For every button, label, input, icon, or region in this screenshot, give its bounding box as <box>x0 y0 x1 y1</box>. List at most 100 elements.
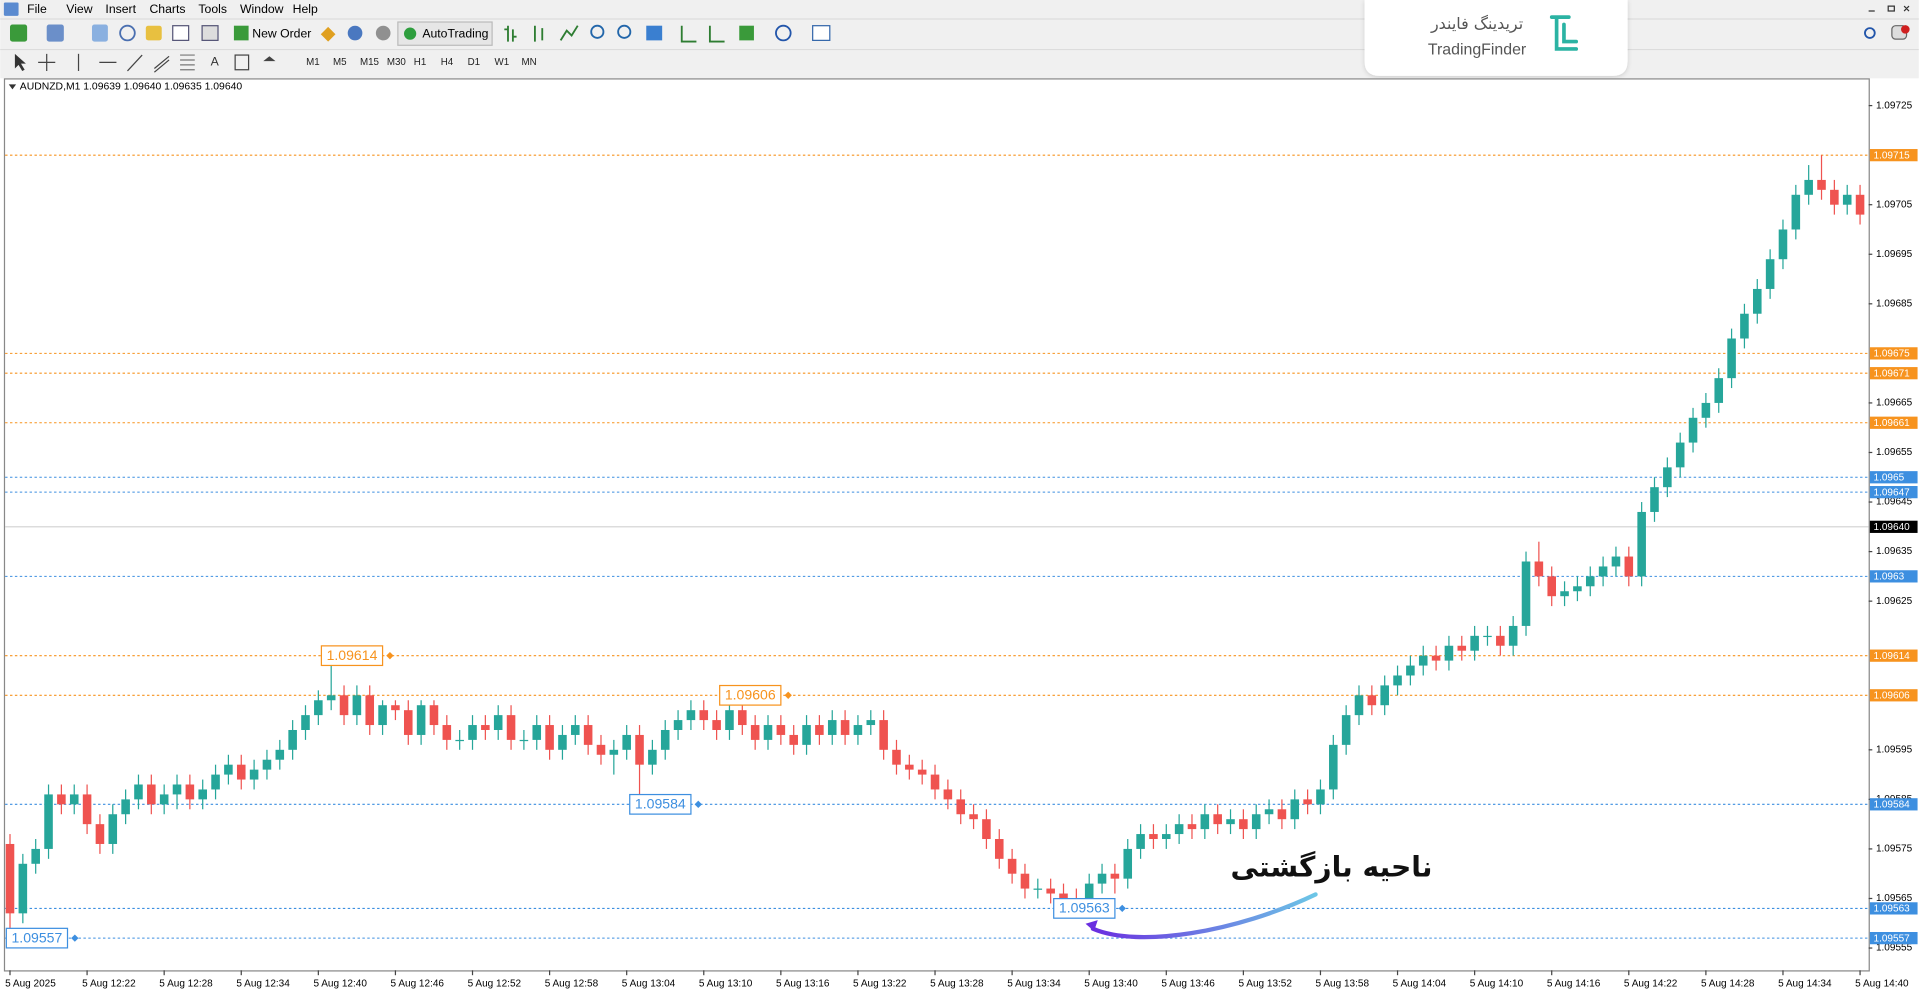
candle-body <box>609 749 619 755</box>
candle-chart-button[interactable] <box>533 25 544 42</box>
window-controls[interactable] <box>1868 5 1910 12</box>
candle-body <box>789 734 798 745</box>
candle-body <box>1059 893 1068 899</box>
shapes-button[interactable] <box>263 56 276 62</box>
trendline-button[interactable] <box>127 54 143 72</box>
navigator-button[interactable] <box>119 24 136 42</box>
periods-button[interactable] <box>775 24 792 42</box>
timeframe-button[interactable]: MN <box>521 57 536 68</box>
candle-body <box>532 725 542 740</box>
level-axis-label: 1.09661 <box>1874 418 1911 429</box>
candle-body <box>1303 799 1312 805</box>
candle-body <box>378 705 387 726</box>
chart-shift-button[interactable] <box>708 25 725 43</box>
y-tick-label: 1.09625 <box>1876 596 1913 607</box>
candle-body <box>1855 194 1865 215</box>
timeframe-button[interactable]: M15 <box>360 57 380 68</box>
candle-body <box>699 710 709 721</box>
profiles-button[interactable] <box>46 24 64 42</box>
timeframe-button[interactable]: D1 <box>468 57 480 68</box>
terminal-button[interactable] <box>172 25 190 41</box>
level-axis-badge <box>1869 367 1918 380</box>
candle-body <box>1393 675 1402 686</box>
timeframe-button[interactable]: H1 <box>414 57 426 68</box>
candle-body <box>403 710 413 735</box>
menu-item[interactable]: Tools <box>198 2 227 16</box>
menu-item[interactable]: View <box>66 2 92 16</box>
text-tool-icon[interactable]: A <box>211 55 220 69</box>
y-tick-label: 1.09575 <box>1876 844 1913 855</box>
chart-frame <box>3 78 1870 972</box>
pivot-label: 1.09606 <box>725 687 776 703</box>
candle-body <box>725 710 734 730</box>
candle-body <box>1534 561 1544 577</box>
level-axis-label: 1.09671 <box>1874 368 1911 379</box>
timeframe-button[interactable]: M1 <box>306 57 320 68</box>
x-tick-label: 5 Aug 12:46 <box>391 978 445 989</box>
timeframe-button[interactable]: W1 <box>495 57 510 68</box>
current-price-badge <box>1869 520 1918 533</box>
candle-body <box>69 794 79 805</box>
menu-item[interactable]: Window <box>240 2 284 16</box>
candle-body <box>802 725 811 745</box>
candle-body <box>1418 655 1428 666</box>
level-axis-badge <box>1869 471 1918 484</box>
menu-item[interactable]: Help <box>293 2 318 16</box>
candle-body <box>211 774 220 790</box>
fibo-button[interactable] <box>180 54 195 71</box>
candle-body <box>1367 695 1377 706</box>
crosshair-button[interactable] <box>38 53 56 71</box>
candle-body <box>673 720 683 730</box>
zoom-out-button[interactable] <box>617 24 632 39</box>
candle-body <box>326 695 336 701</box>
autotrading-button[interactable] <box>397 21 493 46</box>
candle-body <box>982 819 991 840</box>
new-chart-button[interactable] <box>9 24 28 42</box>
candle-body <box>1097 873 1107 884</box>
candle-body <box>1264 809 1274 815</box>
timeframe-button[interactable]: M5 <box>333 57 347 68</box>
x-tick-label: 5 Aug 14:34 <box>1778 978 1832 989</box>
y-tick-label: 1.09725 <box>1876 100 1913 111</box>
candle-body <box>1714 378 1724 403</box>
x-tick-label: 5 Aug 14:28 <box>1701 978 1755 989</box>
search-button[interactable] <box>1864 27 1876 39</box>
market-button[interactable] <box>375 25 391 41</box>
channel-button[interactable] <box>153 55 170 73</box>
x-tick-label: 5 Aug 14:16 <box>1547 978 1601 989</box>
zoom-in-button[interactable] <box>590 24 605 39</box>
tile-button[interactable] <box>646 25 663 41</box>
tester-button[interactable] <box>201 25 219 41</box>
x-tick-label: 5 Aug 12:34 <box>236 978 290 989</box>
line-chart-button[interactable] <box>559 25 579 41</box>
candle-body <box>1573 586 1582 592</box>
candle-body <box>339 695 349 716</box>
signals-button[interactable] <box>347 25 363 41</box>
bar-chart-button[interactable] <box>504 25 517 42</box>
label-button[interactable] <box>234 54 250 71</box>
candle-body <box>352 695 362 716</box>
menu-item[interactable]: Insert <box>105 2 136 16</box>
candle-body <box>892 749 901 765</box>
cursor-button[interactable] <box>14 53 26 71</box>
x-tick-label: 5 Aug 13:52 <box>1238 978 1292 989</box>
data-window-button[interactable] <box>145 25 162 41</box>
menu-item[interactable]: Charts <box>149 2 185 16</box>
timeframe-button[interactable]: H4 <box>441 57 454 68</box>
templates-button[interactable] <box>812 25 831 41</box>
candle-body <box>1740 313 1749 339</box>
candle-body <box>1226 819 1235 825</box>
candle-body <box>840 720 850 735</box>
candle-body <box>108 814 118 844</box>
autoscroll-button[interactable] <box>680 25 697 43</box>
candle-body <box>416 705 426 735</box>
menu-item[interactable]: File <box>27 2 47 16</box>
timeframe-button[interactable]: M30 <box>387 57 407 68</box>
market-watch-button[interactable] <box>91 24 108 42</box>
candle-body <box>1585 576 1595 587</box>
candle-body <box>750 725 760 740</box>
indicators-button[interactable] <box>739 25 754 41</box>
y-tick-label: 1.09555 <box>1876 943 1913 954</box>
candle-body <box>1213 814 1222 825</box>
candle-body <box>44 794 53 849</box>
